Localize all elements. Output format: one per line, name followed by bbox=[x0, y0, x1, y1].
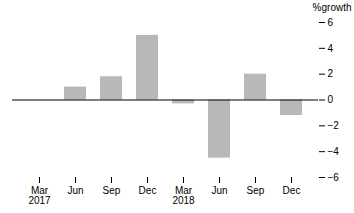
svg-text:−4: −4 bbox=[328, 146, 340, 157]
svg-text:Dec: Dec bbox=[139, 185, 157, 196]
svg-text:Mar2018: Mar2018 bbox=[172, 185, 195, 206]
svg-text:%growth: %growth bbox=[313, 2, 352, 13]
svg-text:Mar2017: Mar2017 bbox=[28, 185, 51, 206]
svg-text:−2: −2 bbox=[328, 120, 340, 131]
svg-text:−6: −6 bbox=[328, 172, 340, 183]
svg-text:Jun: Jun bbox=[211, 185, 227, 196]
svg-text:2: 2 bbox=[328, 68, 334, 79]
svg-text:Dec: Dec bbox=[283, 185, 301, 196]
svg-text:0: 0 bbox=[328, 94, 334, 105]
svg-text:4: 4 bbox=[328, 43, 334, 54]
svg-text:Sep: Sep bbox=[247, 185, 265, 196]
svg-text:Jun: Jun bbox=[67, 185, 83, 196]
svg-text:6: 6 bbox=[328, 17, 334, 28]
svg-text:Sep: Sep bbox=[103, 185, 121, 196]
